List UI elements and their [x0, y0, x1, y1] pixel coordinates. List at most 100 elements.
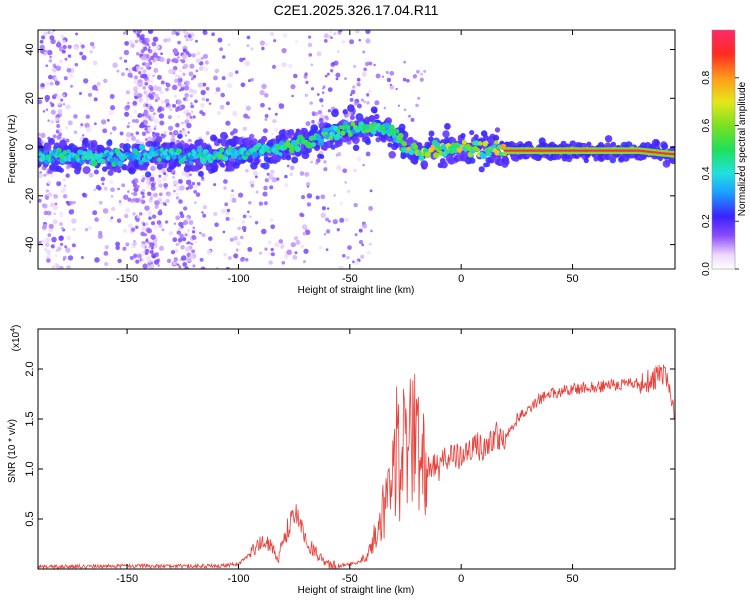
- heatmap-cell: [174, 78, 179, 83]
- heatmap-cell: [140, 33, 145, 38]
- heatmap-cell: [172, 261, 177, 266]
- heatmap-cell: [160, 107, 165, 111]
- heatmap-cell: [517, 154, 524, 160]
- heatmap-cell: [374, 100, 380, 106]
- heatmap-cell: [176, 30, 182, 33]
- heatmap-cell: [288, 64, 293, 69]
- heatmap-cell: [268, 107, 271, 111]
- heatmap-cell: [60, 98, 64, 102]
- heatmap-cell: [185, 186, 189, 191]
- heatmap-cell: [366, 101, 370, 105]
- heatmap-cell: [276, 177, 280, 181]
- heatmap-cell: [192, 115, 196, 119]
- heatmap-cell: [304, 171, 310, 177]
- heatmap-cell: [461, 139, 467, 145]
- heatmap-cell: [67, 120, 73, 126]
- heatmap-cell: [66, 149, 71, 154]
- heatmap-cell: [144, 251, 149, 256]
- heatmap-cell: [98, 200, 103, 205]
- heatmap-cell: [310, 160, 314, 164]
- heatmap-cell: [187, 34, 192, 39]
- heatmap-cell: [189, 173, 192, 177]
- heatmap-cell: [164, 98, 170, 104]
- heatmap-cell: [244, 60, 251, 67]
- heatmap-cell: [306, 182, 311, 187]
- heatmap-cell: [319, 98, 324, 103]
- heatmap-cell: [278, 103, 285, 109]
- snr-y-ticks: 0.5 1.0 1.5 2.0: [24, 361, 675, 527]
- heatmap-cell: [135, 51, 140, 56]
- heatmap-cell: [301, 224, 308, 230]
- heatmap-cell: [242, 126, 247, 131]
- heatmap-cell: [56, 181, 62, 187]
- heatmap-cell: [354, 233, 358, 237]
- heatmap-cell: [322, 85, 326, 89]
- heatmap-cell: [344, 180, 348, 184]
- heatmap-cell: [118, 200, 122, 203]
- heatmap-cell: [58, 128, 62, 133]
- y-tick-label: 0.5: [24, 511, 36, 526]
- heatmap-cell: [259, 89, 265, 96]
- heatmap-cell: [250, 77, 254, 82]
- heatmap-cell: [228, 71, 234, 78]
- heatmap-cell: [167, 125, 174, 131]
- heatmap-cell: [198, 66, 204, 71]
- heatmap-cell: [62, 39, 66, 44]
- heatmap-cell: [308, 53, 313, 57]
- heatmap-cell: [78, 41, 82, 45]
- heatmap-cell: [408, 149, 415, 155]
- heatmap-cell: [58, 265, 64, 269]
- heatmap-cell: [103, 251, 109, 256]
- heatmap-cell: [144, 138, 148, 141]
- heatmap-cell: [38, 99, 43, 105]
- heatmap-cell: [170, 137, 176, 143]
- heatmap-cell: [368, 114, 376, 123]
- heatmap-cell: [159, 147, 164, 152]
- heatmap-cell: [302, 231, 307, 236]
- x-tick-label: -100: [227, 273, 249, 285]
- heatmap-cell: [160, 99, 166, 105]
- heatmap-cell: [189, 160, 194, 165]
- heatmap-cell: [135, 131, 140, 135]
- colorbar-tick-label: 0.2: [701, 214, 712, 228]
- heatmap-cell: [43, 210, 49, 216]
- heatmap-cell: [235, 248, 239, 252]
- heatmap-cell: [92, 60, 98, 66]
- snr-x-axis-label: Height of straight line (km): [298, 585, 415, 596]
- spectrogram-x-axis-label: Height of straight line (km): [298, 285, 415, 296]
- heatmap-cell: [278, 239, 284, 244]
- heatmap-cell: [316, 51, 322, 57]
- heatmap-cell: [254, 175, 258, 179]
- heatmap-cell: [383, 122, 391, 129]
- heatmap-cell: [71, 218, 77, 224]
- heatmap-cell: [160, 133, 166, 139]
- heatmap-cell: [192, 264, 196, 268]
- heatmap-cell: [175, 122, 180, 128]
- heatmap-cell: [144, 171, 152, 178]
- heatmap-cell: [361, 243, 365, 247]
- heatmap-cell: [92, 45, 96, 49]
- heatmap-cell: [58, 59, 63, 64]
- snr-plot-area: [38, 329, 675, 569]
- heatmap-cell: [196, 146, 203, 153]
- heatmap-cell: [145, 180, 150, 185]
- heatmap-cell: [336, 165, 342, 171]
- heatmap-cell: [65, 200, 69, 204]
- heatmap-cell: [310, 63, 314, 67]
- heatmap-cell: [62, 94, 66, 97]
- heatmap-cell: [142, 177, 146, 180]
- heatmap-cell: [369, 189, 373, 193]
- heatmap-cell: [368, 61, 373, 66]
- x-tick-label: 0: [458, 273, 464, 285]
- heatmap-cell: [216, 110, 222, 116]
- heatmap-cell: [158, 113, 165, 119]
- heatmap-cell: [52, 219, 58, 225]
- heatmap-cell: [362, 100, 367, 104]
- heatmap-cell: [165, 87, 169, 92]
- heatmap-cell: [394, 129, 400, 134]
- heatmap-cell: [202, 205, 208, 210]
- heatmap-cell: [233, 236, 238, 241]
- heatmap-cell: [65, 173, 70, 178]
- heatmap-cell: [423, 162, 429, 168]
- heatmap-cell: [189, 116, 193, 119]
